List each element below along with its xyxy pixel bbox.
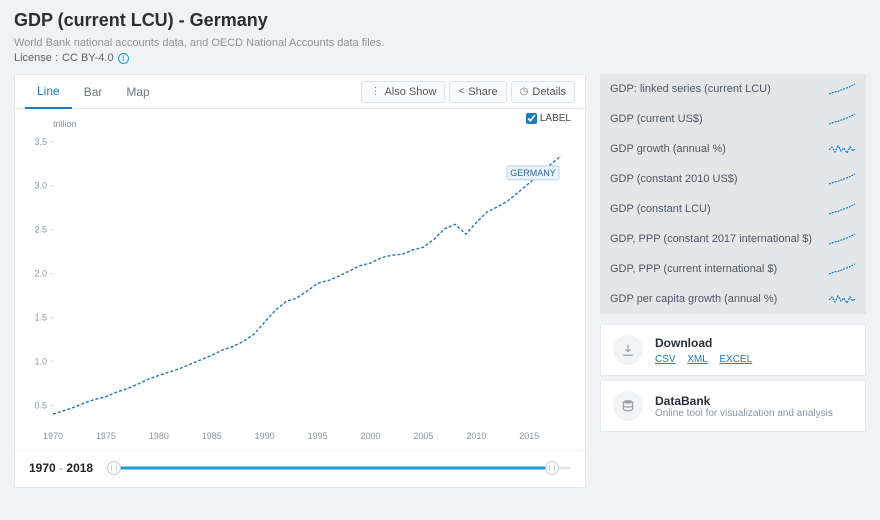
related-label: GDP (current US$) — [610, 113, 703, 125]
svg-text:1995: 1995 — [308, 431, 328, 441]
sparkline-icon — [828, 172, 856, 186]
share-icon: < — [458, 86, 464, 97]
legend-label: LABEL — [540, 113, 571, 124]
slider-handle-right[interactable] — [545, 461, 559, 475]
svg-text:3.5: 3.5 — [34, 137, 47, 147]
range-from: 1970 — [29, 461, 56, 475]
line-chart: trillion 0.5 1.0 1.5 2.0 2.5 3.0 3.5 1970 1975 198… — [19, 115, 575, 445]
svg-text:2.0: 2.0 — [34, 269, 47, 279]
databank-title: DataBank — [655, 394, 833, 408]
svg-text:1.5: 1.5 — [34, 313, 47, 323]
databank-card[interactable]: DataBank Online tool for visualization a… — [600, 380, 866, 432]
related-label: GDP (constant LCU) — [610, 203, 711, 215]
page-title: GDP (current LCU) - Germany — [14, 10, 866, 31]
databank-desc: Online tool for visualization and analys… — [655, 408, 833, 419]
download-title: Download — [655, 336, 760, 350]
share-button[interactable]: <Share — [449, 81, 506, 103]
svg-text:2015: 2015 — [519, 431, 539, 441]
sparkline-icon — [828, 292, 856, 306]
svg-text:1985: 1985 — [202, 431, 222, 441]
tab-line[interactable]: Line — [25, 75, 72, 109]
sparkline-icon — [828, 142, 856, 156]
sparkline-icon — [828, 82, 856, 96]
related-label: GDP per capita growth (annual %) — [610, 293, 777, 305]
related-label: GDP (constant 2010 US$) — [610, 173, 738, 185]
range-label: 1970 - 2018 — [29, 461, 93, 475]
tab-bar[interactable]: Bar — [72, 75, 115, 109]
sparkline-icon — [828, 232, 856, 246]
svg-text:0.5: 0.5 — [34, 400, 47, 410]
license-value: CC BY-4.0 — [62, 52, 114, 64]
related-indicator-item[interactable]: GDP per capita growth (annual %) — [600, 284, 866, 314]
chart-panel: Line Bar Map ⋮Also Show <Share ◷Details … — [14, 74, 586, 488]
slider-track[interactable] — [105, 459, 571, 477]
license-row: License : CC BY-4.0 i — [14, 52, 866, 64]
related-indicator-item[interactable]: GDP (current US$) — [600, 104, 866, 134]
svg-text:2000: 2000 — [360, 431, 380, 441]
svg-text:1970: 1970 — [43, 431, 63, 441]
sparkline-icon — [828, 202, 856, 216]
download-card: Download CSV XML EXCEL — [600, 324, 866, 376]
page-header: GDP (current LCU) - Germany World Bank n… — [14, 10, 866, 64]
download-csv-link[interactable]: CSV — [655, 354, 676, 365]
svg-text:3.0: 3.0 — [34, 181, 47, 191]
sidebar: GDP: linked series (current LCU) GDP (cur… — [600, 74, 866, 488]
related-label: GDP, PPP (current international $) — [610, 263, 777, 275]
info-icon[interactable]: i — [118, 53, 129, 64]
related-indicator-item[interactable]: GDP growth (annual %) — [600, 134, 866, 164]
svg-text:GERMANY: GERMANY — [510, 168, 556, 178]
download-excel-link[interactable]: EXCEL — [719, 354, 752, 365]
related-label: GDP, PPP (constant 2017 international $) — [610, 233, 812, 245]
svg-text:1.0: 1.0 — [34, 356, 47, 366]
related-indicator-item[interactable]: GDP, PPP (constant 2017 international $) — [600, 224, 866, 254]
license-prefix: License : — [14, 52, 58, 64]
source-subtitle: World Bank national accounts data, and O… — [14, 37, 866, 49]
related-indicator-item[interactable]: GDP (constant LCU) — [600, 194, 866, 224]
databank-icon — [613, 391, 643, 421]
details-icon: ◷ — [520, 86, 529, 97]
details-button[interactable]: ◷Details — [511, 81, 575, 103]
sparkline-icon — [828, 112, 856, 126]
svg-text:1990: 1990 — [255, 431, 275, 441]
svg-text:trillion: trillion — [53, 119, 77, 129]
related-label: GDP: linked series (current LCU) — [610, 83, 771, 95]
svg-text:1975: 1975 — [96, 431, 116, 441]
svg-text:2.5: 2.5 — [34, 225, 47, 235]
range-to: 2018 — [66, 461, 93, 475]
related-indicator-item[interactable]: GDP, PPP (current international $) — [600, 254, 866, 284]
download-icon — [613, 335, 643, 365]
tab-map[interactable]: Map — [114, 75, 161, 109]
sparkline-icon — [828, 262, 856, 276]
svg-text:2010: 2010 — [466, 431, 486, 441]
chart-area: LABEL trillion 0.5 1.0 1.5 2.0 2.5 3.0 3.5 1970 1… — [15, 109, 585, 450]
time-range-slider: 1970 - 2018 — [15, 450, 585, 487]
related-indicator-item[interactable]: GDP: linked series (current LCU) — [600, 74, 866, 104]
slider-handle-left[interactable] — [107, 461, 121, 475]
related-label: GDP growth (annual %) — [610, 143, 726, 155]
also-show-button[interactable]: ⋮Also Show — [361, 81, 445, 103]
more-icon: ⋮ — [370, 86, 380, 97]
svg-text:1980: 1980 — [149, 431, 169, 441]
legend-checkbox[interactable] — [526, 113, 537, 124]
download-xml-link[interactable]: XML — [687, 354, 708, 365]
related-indicator-item[interactable]: GDP (constant 2010 US$) — [600, 164, 866, 194]
svg-text:2005: 2005 — [413, 431, 433, 441]
legend-toggle[interactable]: LABEL — [526, 113, 571, 124]
chart-tabrow: Line Bar Map ⋮Also Show <Share ◷Details — [15, 75, 585, 109]
